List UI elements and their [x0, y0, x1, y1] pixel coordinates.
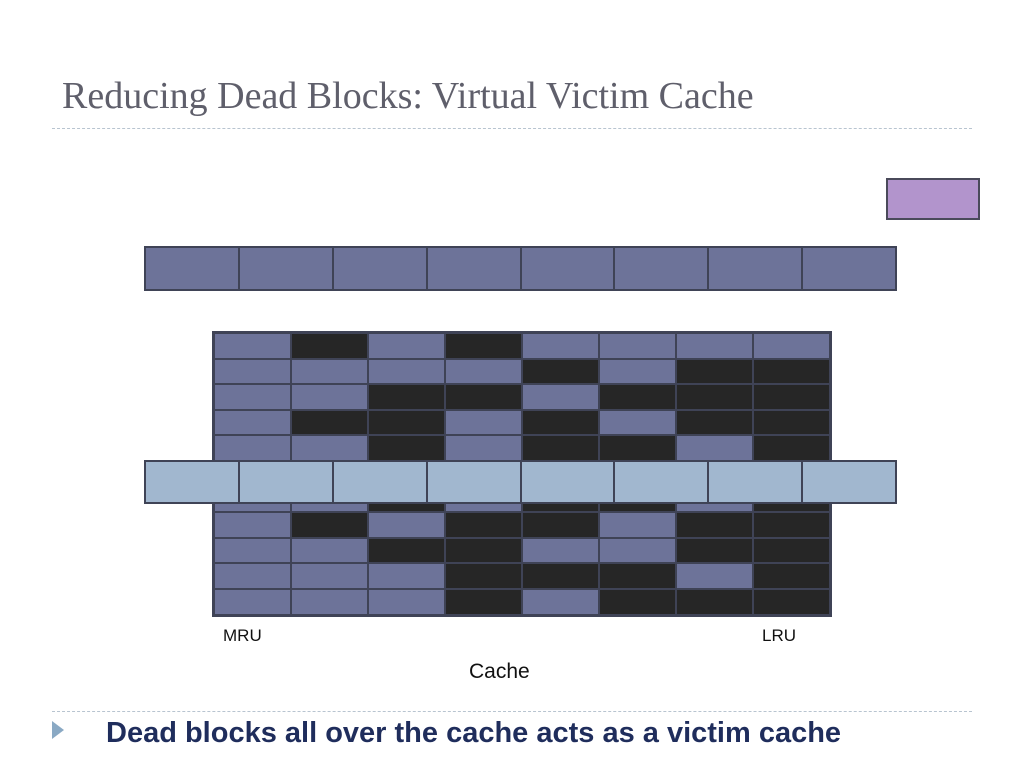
- live-block: [368, 358, 445, 385]
- dead-block: [599, 588, 676, 615]
- title-divider: [52, 128, 972, 129]
- live-block: [445, 409, 522, 436]
- dead-block: [676, 384, 753, 410]
- set-block: [519, 246, 616, 291]
- live-block: [368, 588, 445, 615]
- live-block: [368, 512, 445, 538]
- live-block: [291, 537, 368, 564]
- live-block: [522, 588, 599, 615]
- live-block: [599, 512, 676, 538]
- bullet-triangle-icon: [52, 721, 64, 739]
- live-block: [599, 333, 676, 359]
- victim-cache-row: [144, 460, 897, 504]
- bottom-divider: [52, 711, 972, 712]
- set-block: [144, 246, 240, 291]
- live-block: [214, 333, 291, 359]
- dead-block: [753, 409, 830, 436]
- dead-block: [445, 384, 522, 410]
- dead-block: [753, 435, 830, 461]
- dead-block: [676, 537, 753, 564]
- victim-block: [707, 460, 804, 504]
- live-block: [753, 333, 830, 359]
- dead-block: [445, 588, 522, 615]
- dead-block: [599, 384, 676, 410]
- dead-block: [368, 435, 445, 461]
- set-block: [613, 246, 710, 291]
- live-block: [291, 384, 368, 410]
- live-block: [676, 563, 753, 589]
- dead-block: [291, 333, 368, 359]
- dead-block: [368, 384, 445, 410]
- live-block: [291, 563, 368, 589]
- live-block: [368, 333, 445, 359]
- live-block: [214, 358, 291, 385]
- incoming-block: [886, 178, 980, 220]
- set-block: [707, 246, 804, 291]
- dead-block: [445, 537, 522, 564]
- live-block: [214, 435, 291, 461]
- slide-title: Reducing Dead Blocks: Virtual Victim Cac…: [62, 75, 754, 117]
- set-block: [237, 246, 334, 291]
- dead-block: [445, 512, 522, 538]
- live-block: [214, 409, 291, 436]
- set-block: [801, 246, 897, 291]
- dead-block: [522, 358, 599, 385]
- dead-block: [676, 512, 753, 538]
- live-block: [676, 435, 753, 461]
- bullet-statement: Dead blocks all over the cache acts as a…: [106, 717, 842, 749]
- dead-block: [753, 384, 830, 410]
- live-block: [445, 358, 522, 385]
- live-block: [522, 537, 599, 564]
- dead-block: [676, 588, 753, 615]
- live-block: [522, 333, 599, 359]
- live-block: [599, 358, 676, 385]
- dead-block: [753, 358, 830, 385]
- dead-block: [676, 358, 753, 385]
- live-block: [522, 384, 599, 410]
- live-block: [445, 435, 522, 461]
- live-block: [291, 435, 368, 461]
- live-block: [214, 512, 291, 538]
- live-block: [214, 384, 291, 410]
- victim-block: [331, 460, 428, 504]
- dead-block: [753, 588, 830, 615]
- lru-label: LRU: [762, 626, 797, 645]
- victim-block: [519, 460, 616, 504]
- set-block: [425, 246, 522, 291]
- dead-block: [445, 333, 522, 359]
- dead-block: [753, 537, 830, 564]
- dead-block: [368, 409, 445, 436]
- live-block: [368, 563, 445, 589]
- dead-block: [676, 409, 753, 436]
- cache-set-row: [144, 246, 897, 291]
- victim-block: [144, 460, 240, 504]
- dead-block: [522, 409, 599, 436]
- dead-block: [445, 563, 522, 589]
- victim-block: [613, 460, 710, 504]
- dead-block: [522, 563, 599, 589]
- mru-label: MRU: [223, 626, 262, 645]
- cache-label: Cache: [469, 660, 530, 683]
- dead-block: [753, 512, 830, 538]
- live-block: [599, 537, 676, 564]
- live-block: [291, 358, 368, 385]
- victim-block: [237, 460, 334, 504]
- set-block: [331, 246, 428, 291]
- live-block: [214, 588, 291, 615]
- dead-block: [291, 512, 368, 538]
- dead-block: [599, 435, 676, 461]
- dead-block: [599, 563, 676, 589]
- dead-block: [753, 563, 830, 589]
- live-block: [291, 588, 368, 615]
- live-block: [214, 563, 291, 589]
- victim-block: [801, 460, 897, 504]
- live-block: [599, 409, 676, 436]
- victim-block: [425, 460, 522, 504]
- dead-block: [291, 409, 368, 436]
- live-block: [214, 537, 291, 564]
- dead-block: [522, 512, 599, 538]
- dead-block: [368, 537, 445, 564]
- live-block: [676, 333, 753, 359]
- dead-block: [522, 435, 599, 461]
